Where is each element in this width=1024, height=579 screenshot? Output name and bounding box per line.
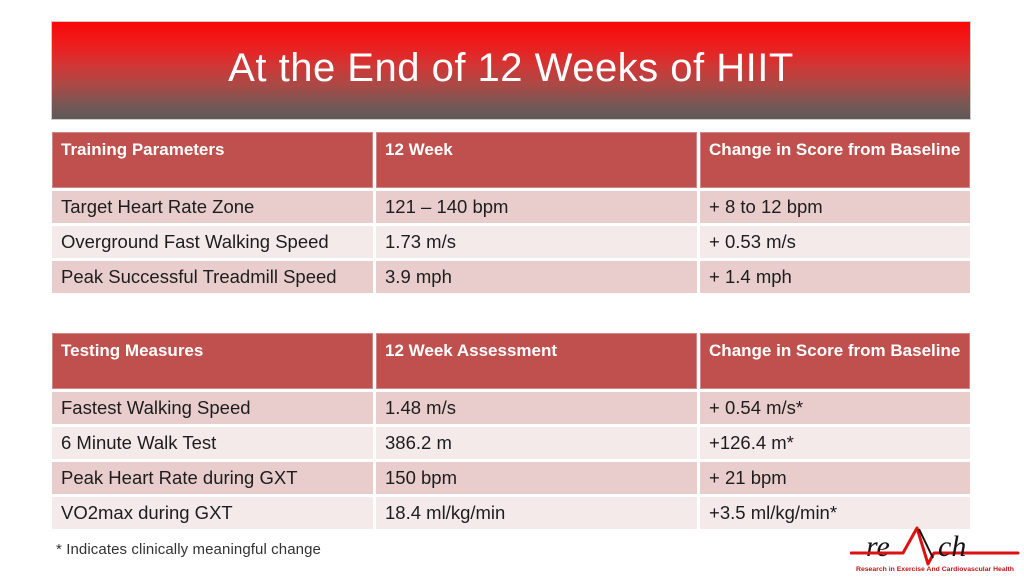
table-cell: Overground Fast Walking Speed xyxy=(52,226,374,258)
table-cell: 150 bpm xyxy=(376,462,698,494)
table-cell: +3.5 ml/kg/min* xyxy=(700,497,970,529)
header-cell: 12 Week Assessment xyxy=(376,333,698,389)
logo-word-left: re xyxy=(866,530,890,563)
training-parameters-table: Training Parameters 12 Week Change in Scor… xyxy=(49,129,973,296)
table-cell: 121 – 140 bpm xyxy=(376,191,698,223)
table-cell: + 1.4 mph xyxy=(700,261,970,293)
table-cell: + 0.54 m/s* xyxy=(700,392,970,424)
table-cell: 386.2 m xyxy=(376,427,698,459)
table-cell: 1.48 m/s xyxy=(376,392,698,424)
table-cell: Peak Successful Treadmill Speed xyxy=(52,261,374,293)
slide-title: At the End of 12 Weeks of HIIT xyxy=(228,46,794,90)
table-row: 6 Minute Walk Test 386.2 m +126.4 m* xyxy=(52,427,970,459)
header-cell: Change in Score from Baseline xyxy=(700,333,970,389)
table-cell: + 21 bpm xyxy=(700,462,970,494)
table-header-row: Testing Measures 12 Week Assessment Change… xyxy=(52,333,970,389)
table-cell: Fastest Walking Speed xyxy=(52,392,374,424)
table-cell: + 0.53 m/s xyxy=(700,226,970,258)
table-row: Peak Heart Rate during GXT 150 bpm + 21 bp… xyxy=(52,462,970,494)
logo-tagline: Research in Exercise And Cardiovascular … xyxy=(856,566,1014,573)
table-row: Fastest Walking Speed 1.48 m/s + 0.54 m/s* xyxy=(52,392,970,424)
header-cell: Testing Measures xyxy=(52,333,374,389)
header-cell: 12 Week xyxy=(376,132,698,188)
table-cell: Peak Heart Rate during GXT xyxy=(52,462,374,494)
table-cell: Target Heart Rate Zone xyxy=(52,191,374,223)
logo-word-right: ch xyxy=(938,530,966,563)
title-banner: At the End of 12 Weeks of HIIT xyxy=(51,21,971,120)
reach-logo: re ch Research in Exercise And Cardiovas… xyxy=(849,520,1020,574)
table-cell: 1.73 m/s xyxy=(376,226,698,258)
table-cell: 3.9 mph xyxy=(376,261,698,293)
reach-logo-graphic: re ch Research in Exercise And Cardiovas… xyxy=(849,526,1020,573)
table-row: Target Heart Rate Zone 121 – 140 bpm + 8 t… xyxy=(52,191,970,223)
header-cell: Change in Score from Baseline xyxy=(700,132,970,188)
table-cell: VO2max during GXT xyxy=(52,497,374,529)
table-cell: +126.4 m* xyxy=(700,427,970,459)
table-row: Peak Successful Treadmill Speed 3.9 mph + … xyxy=(52,261,970,293)
footnote: * Indicates clinically meaningful change xyxy=(56,541,321,558)
testing-measures-table: Testing Measures 12 Week Assessment Change… xyxy=(49,330,973,532)
ekg-heartbeat-icon xyxy=(849,526,1020,566)
table-body: Fastest Walking Speed 1.48 m/s + 0.54 m/s*… xyxy=(52,392,970,529)
table-header-row: Training Parameters 12 Week Change in Scor… xyxy=(52,132,970,188)
table-body: Target Heart Rate Zone 121 – 140 bpm + 8 t… xyxy=(52,191,970,293)
logo-letter-a-stroke xyxy=(918,528,934,559)
table-row: VO2max during GXT 18.4 ml/kg/min +3.5 ml/k… xyxy=(52,497,970,529)
table-cell: 6 Minute Walk Test xyxy=(52,427,374,459)
table-cell: 18.4 ml/kg/min xyxy=(376,497,698,529)
table-cell: + 8 to 12 bpm xyxy=(700,191,970,223)
header-cell: Training Parameters xyxy=(52,132,374,188)
table-row: Overground Fast Walking Speed 1.73 m/s + 0… xyxy=(52,226,970,258)
